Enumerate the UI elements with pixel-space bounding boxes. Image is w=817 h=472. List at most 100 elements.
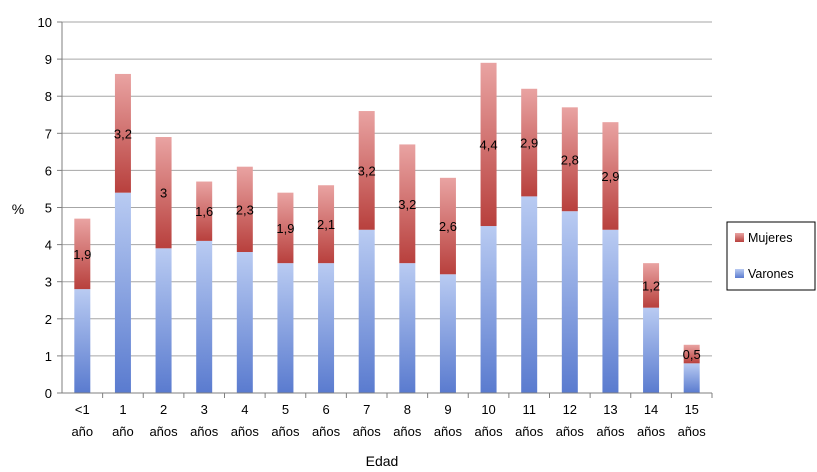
data-label-mujeres: 3,2 (398, 197, 416, 212)
legend-swatch-varones (735, 269, 744, 278)
x-tick-label: años (515, 424, 544, 439)
data-label-mujeres: 1,9 (73, 247, 91, 262)
bars (74, 62, 700, 393)
bar-mujeres (683, 344, 700, 364)
bar-mujeres (643, 263, 660, 308)
tick-labels: 012345678910<1año1año2años3años4años5año… (38, 15, 713, 439)
x-tick-label: años (271, 424, 300, 439)
x-tick-label: <1 (75, 402, 90, 417)
bar-mujeres (602, 122, 619, 230)
bar-mujeres (277, 192, 294, 264)
bar-mujeres (74, 218, 91, 290)
data-label-mujeres: 2,9 (520, 136, 538, 151)
x-tick-label: año (112, 424, 134, 439)
legend: Mujeres Varones (726, 221, 816, 291)
data-label-mujeres: 3,2 (114, 126, 132, 141)
bar-mujeres (521, 88, 538, 197)
bar-mujeres (318, 185, 335, 264)
x-tick-label: años (637, 424, 666, 439)
legend-label-mujeres: Mujeres (748, 231, 792, 245)
x-axis-label: Edad (366, 453, 399, 469)
x-tick-label: 11 (522, 402, 536, 417)
x-tick-label: años (312, 424, 341, 439)
x-tick-label: años (434, 424, 463, 439)
y-tick-label: 3 (45, 275, 52, 290)
x-tick-label: años (596, 424, 625, 439)
y-tick-label: 10 (38, 15, 52, 30)
bar-varones (114, 192, 131, 393)
data-label-mujeres: 2,6 (439, 219, 457, 234)
y-tick-label: 0 (45, 386, 52, 401)
data-label-mujeres: 1,6 (195, 204, 213, 219)
x-tick-label: 7 (363, 402, 370, 417)
bar-varones (521, 196, 538, 393)
x-tick-label: 13 (603, 402, 617, 417)
bar-mujeres (480, 62, 497, 227)
x-tick-label: 14 (644, 402, 658, 417)
x-tick-label: 3 (201, 402, 208, 417)
y-tick-label: 5 (45, 201, 52, 216)
bar-varones (318, 263, 335, 393)
bar-varones (277, 263, 294, 393)
x-tick-label: 12 (563, 402, 577, 417)
data-label-mujeres: 3,2 (358, 163, 376, 178)
x-tick-label: 2 (160, 402, 167, 417)
data-labels: 1,9 3,2 3 1,6 2,3 1,9 2,1 3,2 3,2 2,6 4,4 2,9 2,8 2,9… (73, 126, 700, 362)
bar-mujeres (114, 73, 131, 193)
x-tick-label: 6 (322, 402, 329, 417)
bar-varones (196, 240, 213, 393)
data-label-mujeres: 2,9 (601, 169, 619, 184)
legend-label-varones: Varones (748, 267, 794, 281)
bar-mujeres (439, 177, 456, 275)
bar-varones (643, 307, 660, 393)
bar-varones (480, 226, 497, 393)
data-label-mujeres: 2,8 (561, 152, 579, 167)
y-tick-label: 7 (45, 126, 52, 141)
x-tick-label: 5 (282, 402, 289, 417)
bar-mujeres (196, 181, 213, 241)
bar-varones (358, 229, 375, 393)
bar-mujeres (399, 144, 416, 264)
data-label-mujeres: 1,9 (276, 221, 294, 236)
y-tick-label: 2 (45, 312, 52, 327)
x-tick-label: 15 (684, 402, 698, 417)
bar-varones (399, 263, 416, 393)
data-label-mujeres: 0,5 (683, 347, 701, 362)
legend-swatch-mujeres (735, 233, 744, 242)
x-tick-label: 1 (119, 402, 126, 417)
bar-mujeres (561, 107, 578, 212)
data-label-mujeres: 3 (160, 186, 167, 201)
x-tick-label: años (678, 424, 707, 439)
x-tick-label: años (556, 424, 585, 439)
y-tick-label: 9 (45, 52, 52, 67)
y-tick-label: 8 (45, 89, 52, 104)
bar-mujeres (358, 111, 375, 230)
x-tick-label: 10 (481, 402, 495, 417)
bar-mujeres (236, 166, 253, 253)
y-tick-label: 1 (45, 349, 52, 364)
bar-varones (155, 248, 172, 393)
data-label-mujeres: 2,1 (317, 217, 335, 232)
y-tick-label: 4 (45, 238, 52, 253)
x-tick-label: años (231, 424, 260, 439)
bar-varones (683, 363, 700, 393)
y-tick-label: 6 (45, 163, 52, 178)
x-tick-label: años (393, 424, 422, 439)
data-label-mujeres: 4,4 (480, 137, 498, 152)
bar-varones (236, 252, 253, 393)
x-tick-label: año (71, 424, 93, 439)
x-tick-label: años (353, 424, 382, 439)
data-label-mujeres: 1,2 (642, 278, 660, 293)
bar-varones (439, 274, 456, 393)
x-tick-label: años (190, 424, 219, 439)
x-tick-label: 9 (444, 402, 451, 417)
bar-varones (602, 229, 619, 393)
x-tick-label: años (149, 424, 178, 439)
bar-varones (561, 211, 578, 393)
bar-varones (74, 289, 91, 393)
y-axis-label: % (12, 201, 24, 217)
x-tick-label: años (474, 424, 503, 439)
data-label-mujeres: 2,3 (236, 202, 254, 217)
bar-mujeres (155, 137, 172, 249)
